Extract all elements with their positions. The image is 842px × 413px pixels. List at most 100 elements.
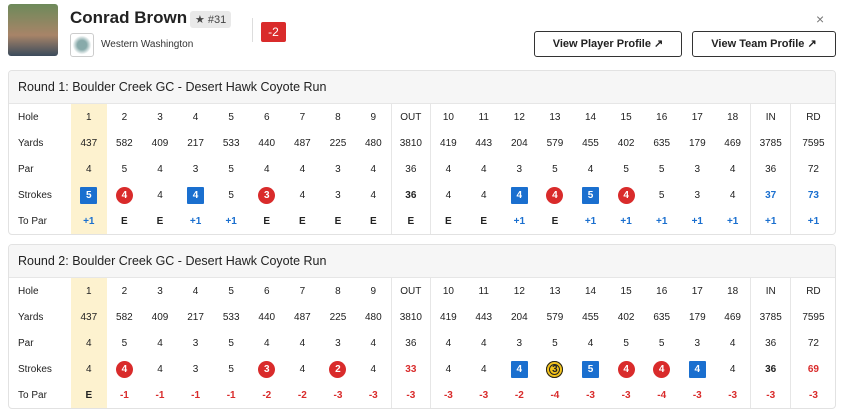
strokes-cell: 4 — [715, 356, 751, 382]
yards-value: 635 — [653, 311, 671, 323]
yards-value: 225 — [329, 311, 347, 323]
label: View Player Profile — [552, 38, 651, 50]
yards-value: 204 — [510, 311, 528, 323]
stroke-value: 4 — [115, 360, 133, 378]
to-par-value: -1 — [191, 389, 201, 401]
yards-value: 480 — [364, 137, 382, 149]
yards-cell: 582 — [107, 304, 143, 330]
strokes-cell: 4 — [71, 356, 107, 382]
yards-cell: 579 — [537, 130, 573, 156]
strokes-cell: 4 — [107, 356, 143, 382]
player-profile-button[interactable]: View Player Profile ↗ — [534, 31, 682, 57]
yards-value: 455 — [582, 137, 599, 149]
column-header: 18 — [727, 285, 739, 297]
yards-cell: 402 — [608, 304, 644, 330]
yards-value: 402 — [617, 137, 635, 149]
par-cell: 3 — [680, 330, 716, 356]
stroke-value: 4 — [729, 363, 736, 375]
stroke-total: 36 — [765, 363, 777, 375]
yards-value: 579 — [546, 137, 564, 149]
par-value: 3 — [516, 163, 523, 175]
to-par-value: E — [121, 215, 128, 227]
yards-cell: 480 — [356, 130, 392, 156]
stroke-value: 4 — [370, 189, 377, 201]
stroke-value: 5 — [582, 360, 600, 378]
strokes-cell: 3 — [249, 356, 285, 382]
strokes-cell: 3 — [537, 356, 573, 382]
column-header: 4 — [192, 285, 199, 297]
column-header: 14 — [584, 285, 597, 297]
strokes-cell: 5 — [644, 182, 680, 208]
close-button[interactable]: × — [816, 11, 825, 27]
strokes-cell: 3 — [680, 182, 716, 208]
yards-cell: 635 — [644, 304, 680, 330]
stroke-value: 3 — [694, 189, 701, 201]
stroke-value: 4 — [617, 360, 635, 378]
par-value: 3 — [192, 163, 199, 175]
to_par-cell: +1 — [750, 208, 792, 234]
par-cell: 4 — [71, 156, 107, 182]
to_par-cell: E — [249, 208, 285, 234]
par-value: 5 — [228, 163, 234, 175]
to-par-value: +1 — [691, 215, 703, 227]
yards-value: 225 — [329, 137, 347, 149]
to-par-value: E — [551, 215, 559, 227]
par-cell: 5 — [107, 330, 143, 356]
par-value: 4 — [480, 337, 487, 349]
stroke-value: 4 — [480, 363, 487, 375]
strokes-cell: 4 — [466, 182, 502, 208]
to_par-cell: +1 — [178, 208, 214, 234]
yards-cell: 204 — [502, 304, 538, 330]
to_par-cell: E — [390, 208, 431, 234]
column-header: 18 — [727, 111, 739, 123]
yards-value: 419 — [440, 311, 457, 323]
strokes-cell: 4 — [644, 356, 680, 382]
par-cell: 5 — [608, 330, 644, 356]
yards-cell: 409 — [142, 130, 178, 156]
yards-value: 204 — [510, 137, 528, 149]
strokes-cell: 5 — [71, 182, 107, 208]
stroke-value: 5 — [658, 189, 665, 201]
par-cell: 4 — [285, 330, 321, 356]
yards-value: 469 — [724, 137, 741, 149]
to_par-cell: +1 — [644, 208, 680, 234]
to_par-cell: E — [142, 208, 178, 234]
stroke-value: 4 — [445, 363, 452, 375]
par-cell: 4 — [249, 156, 285, 182]
par-value: 4 — [480, 163, 487, 175]
strokes-cell: 4 — [715, 182, 751, 208]
to-par-value: -4 — [657, 389, 667, 401]
stroke-value: 4 — [480, 189, 487, 201]
to-par-value: E — [85, 389, 93, 401]
column-header: 17 — [691, 111, 703, 123]
par-value: 3 — [694, 337, 701, 349]
column-header: 12 — [513, 111, 525, 123]
stroke-value: 3 — [192, 363, 199, 375]
to_par-cell: -3 — [430, 382, 466, 408]
to-par-value: +1 — [807, 215, 820, 227]
yards-cell: 217 — [178, 130, 214, 156]
to_par-row: To Par E -1 -1 -1 -1 -2 -2 -3 -3 -3 -3 -3 -2 -4 -3 -3 -4 -… — [9, 382, 835, 408]
par-value: 72 — [807, 163, 819, 175]
strokes-cell: 36 — [390, 182, 431, 208]
team-profile-button[interactable]: View Team Profile ↗ — [692, 31, 836, 57]
column-header: 9 — [370, 285, 377, 297]
to_par-cell: +1 — [71, 208, 107, 234]
par-cell: 4 — [430, 156, 466, 182]
to_par-cell: +1 — [213, 208, 249, 234]
yards-cell: 455 — [573, 304, 609, 330]
par-cell: 4 — [715, 156, 751, 182]
column-header: 5 — [228, 111, 234, 123]
par-value: 36 — [405, 163, 417, 175]
round-title: Round 1: Boulder Creek GC - Desert Hawk … — [9, 71, 835, 104]
column-header: 15 — [620, 111, 632, 123]
stroke-value: 4 — [510, 360, 528, 378]
yards-cell: 455 — [573, 130, 609, 156]
yards-value: 437 — [80, 311, 98, 323]
column-header: 10 — [442, 111, 454, 123]
to-par-value: -1 — [226, 389, 236, 401]
to_par-cell: -2 — [285, 382, 321, 408]
row-label: Strokes — [18, 363, 52, 375]
strokes-cell: 33 — [390, 356, 431, 382]
yards-cell: 217 — [178, 304, 214, 330]
